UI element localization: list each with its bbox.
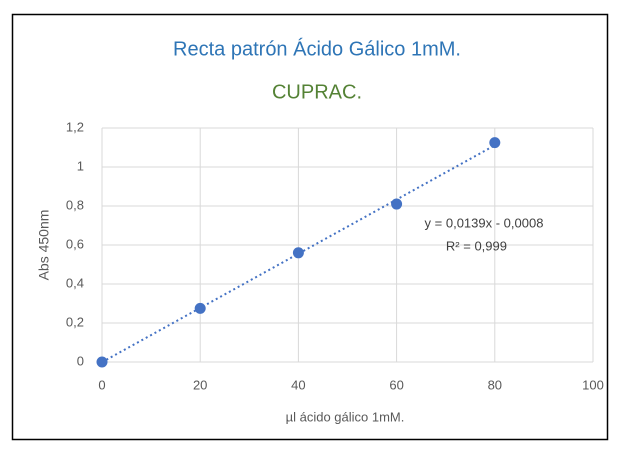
y-tick-label: 0,4 [66, 275, 84, 290]
x-axis-label: µl ácido gálico 1mM. [286, 409, 405, 424]
x-tick-label: 60 [389, 377, 403, 392]
x-tick-label: 40 [291, 377, 305, 392]
data-point [96, 356, 108, 368]
x-tick-label: 20 [193, 377, 207, 392]
data-point [391, 198, 403, 210]
y-tick-label: 0,6 [66, 236, 84, 251]
y-tick-label: 1,2 [66, 119, 84, 134]
chart-border [11, 13, 609, 441]
y-tick-label: 0,2 [66, 314, 84, 329]
r-squared: R² = 0,999 [446, 238, 507, 253]
data-point [292, 247, 304, 259]
x-tick-label: 0 [98, 377, 105, 392]
y-tick-label: 1 [77, 158, 84, 173]
x-tick-label: 100 [582, 377, 604, 392]
chart-title: Recta patrón Ácido Gálico 1mM. [173, 37, 461, 60]
data-point [489, 137, 501, 149]
y-axis-label: Abs 450nm [36, 210, 52, 281]
x-tick-label: 80 [488, 377, 502, 392]
y-tick-label: 0 [77, 353, 84, 368]
chart-subtitle: CUPRAC. [272, 81, 362, 103]
trendline-equation: y = 0,0139x - 0,0008 [425, 215, 544, 230]
data-point [194, 302, 206, 314]
y-tick-label: 0,8 [66, 197, 84, 212]
